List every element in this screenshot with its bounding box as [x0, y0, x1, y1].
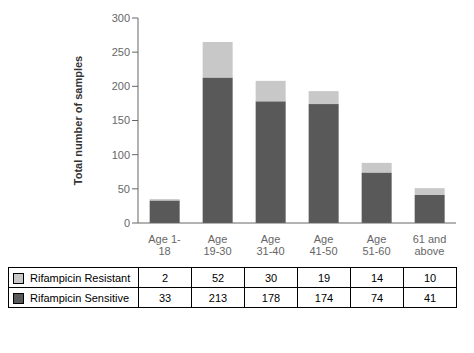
html-text:178: 178	[261, 291, 281, 304]
svg-text:0: 0	[124, 217, 130, 229]
html-text:33: 33	[158, 291, 172, 304]
svg-text:Total number of samples: Total number of samples	[72, 56, 84, 185]
svg-text:Age19-30: Age19-30	[203, 233, 231, 258]
svg-text:250: 250	[112, 46, 130, 58]
svg-text:100: 100	[112, 149, 130, 161]
html-text:174: 174	[314, 291, 334, 304]
svg-text:200: 200	[112, 80, 130, 92]
html-text:Rifampicin Resistant: Rifampicin Resistant	[30, 272, 131, 285]
html-text:14: 14	[370, 271, 384, 284]
html-text:52: 52	[211, 271, 225, 284]
svg-text:50: 50	[118, 183, 130, 195]
svg-text:150: 150	[112, 114, 130, 126]
svg-text:61 andabove: 61 andabove	[413, 233, 447, 258]
html-text:Rifampicin Sensitive: Rifampicin Sensitive	[30, 292, 129, 305]
html-text:41: 41	[423, 291, 437, 304]
html-text:74: 74	[370, 291, 384, 304]
svg-text:300: 300	[112, 12, 130, 24]
svg-text:Age31-40: Age31-40	[256, 233, 284, 258]
html-text:213: 213	[208, 291, 228, 304]
html-text:10: 10	[423, 271, 437, 284]
html-text:30: 30	[264, 271, 278, 284]
html-text:19: 19	[317, 271, 331, 284]
svg-text:Age41-50: Age41-50	[309, 233, 337, 258]
html-text:2: 2	[161, 271, 169, 284]
svg-text:Age51-60: Age51-60	[362, 233, 390, 258]
svg-text:Age 1-18: Age 1-18	[148, 233, 181, 258]
